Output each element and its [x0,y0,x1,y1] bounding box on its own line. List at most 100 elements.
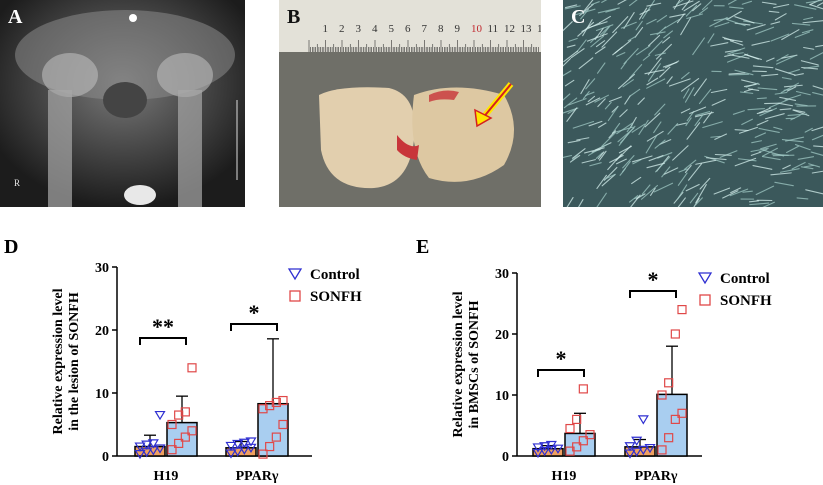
data-point [258,404,268,414]
ruler-tick-label: 11 [488,23,499,35]
y-tick-label: 20 [95,324,109,339]
y-tick-label: 0 [102,450,109,465]
y-axis-label: Relative expression level [451,291,466,437]
data-point [225,441,237,452]
legend-marker [699,294,711,306]
ruler-tick-label: 3 [356,23,362,35]
data-point [552,444,564,454]
data-point [147,439,159,449]
ruler-tick-label: 6 [405,23,411,35]
xray-image: A R [0,0,245,207]
panel-label-b: B [287,6,301,28]
x-tick-label: PPARγ [236,469,279,484]
ruler-tick-label: 4 [372,23,378,35]
ruler-tick-label: 14 [537,23,541,35]
ruler-tick-label: 7 [422,23,428,35]
xray-side-marker: R [14,178,20,188]
y-tick-label: 10 [495,389,509,404]
panel-label-e: E [416,236,429,258]
data-point [539,442,551,452]
ruler-tick-label: 5 [389,23,395,35]
data-point [657,390,667,400]
ruler-tick-label: 8 [438,23,444,35]
data-point [271,432,281,442]
legend-marker [287,268,303,281]
y-tick-label: 30 [495,267,509,282]
legend-label: SONFH [720,293,772,309]
data-point [565,423,575,434]
significance-bracket [139,337,187,345]
data-point [265,441,275,452]
data-point [664,378,674,388]
legend-label: Control [310,267,360,283]
data-point [167,445,177,455]
legend-label: SONFH [310,289,362,305]
ruler-tick-label: 12 [504,23,515,35]
data-point [670,329,680,339]
data-point [631,447,643,457]
legend-label: Control [720,271,770,287]
data-point [245,443,257,453]
data-point [572,414,582,424]
data-point [532,448,544,459]
y-tick-label: 10 [95,387,109,402]
data-point [539,447,551,457]
y-axis-label: in the lesion of SONFH [67,292,82,431]
y-axis-label: in BMSCs of SONFH [467,300,482,428]
data-point [141,440,153,450]
data-point [134,442,146,452]
data-point [258,449,268,459]
x-tick-label: H19 [154,469,179,484]
ruler: 123456789101112131415 [308,23,541,52]
significance-bracket [230,323,278,331]
y-axis-label: Relative expression level [51,288,66,434]
significance-bracket [537,369,585,377]
data-point [174,438,184,448]
data-point [167,419,177,430]
data-point [545,440,557,451]
data-point [180,407,190,417]
x-tick-label: PPARγ [635,469,678,484]
y-tick-label: 0 [502,450,509,465]
data-point [644,443,656,454]
data-point [657,445,667,455]
panel-label-c: C [571,6,586,28]
chart-e: E 0 10 20 30 Relative expression level in BMSC… [416,236,772,484]
data-point [677,304,687,315]
specimen-illustration: 123456789101112131415 [279,0,541,207]
data-point [278,419,288,430]
data-point [637,445,649,456]
data-point [187,363,197,373]
ruler-tick-label: 9 [455,23,461,35]
significance-label: * [648,267,659,292]
data-point [578,436,588,446]
bar-sonfh-pparγ [656,393,688,457]
x-tick-label: H19 [552,469,577,484]
data-point [154,410,166,421]
ruler-tick-label: 10 [471,23,483,35]
data-point [572,442,582,452]
data-point [232,439,244,450]
data-point [278,395,288,406]
data-point [670,414,680,424]
ruler-tick-label: 13 [521,23,533,35]
data-point [664,433,674,443]
panel-label-d: D [4,236,18,258]
data-point [265,401,275,411]
significance-label: * [249,300,260,325]
significance-label: * [556,346,567,371]
xray-illustration: R [0,0,245,207]
specimen-photo: B 123456789101112131415 [279,0,541,207]
data-point [154,444,166,454]
ruler-tick-label: 2 [339,23,345,35]
data-point [271,397,281,408]
data-point [532,443,544,453]
chart-d: D 0 10 20 30 Relative expression level in the … [4,236,362,484]
data-point [637,415,649,425]
data-point [238,438,250,448]
legend-marker [697,272,713,285]
data-point [578,384,588,394]
data-point [624,442,636,452]
data-point [245,437,257,447]
ruler-tick-label: 1 [323,23,329,35]
